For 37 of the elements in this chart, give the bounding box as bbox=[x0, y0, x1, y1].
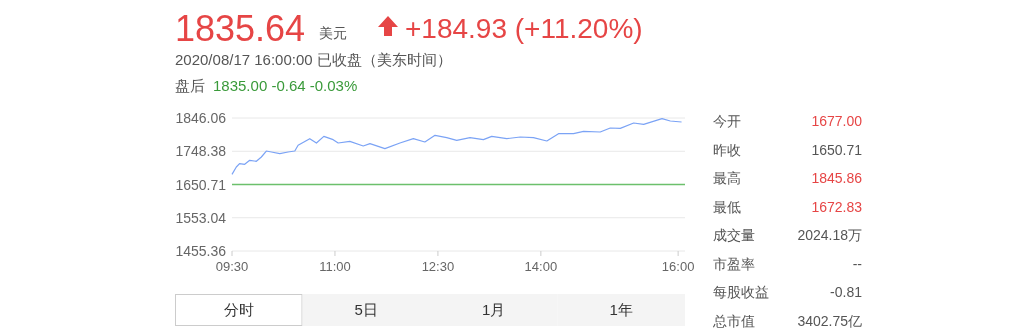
text: 1672.83 bbox=[811, 198, 862, 215]
line-series bbox=[231, 118, 683, 175]
chart-title: 1835.64 bbox=[175, 8, 306, 49]
category-label: 市盈率 bbox=[713, 255, 755, 272]
text: 2020/08/17 16:00:00 已收盘（美东时间） bbox=[175, 51, 452, 68]
text: 3402.75亿 bbox=[797, 312, 862, 329]
category-label: 今开 bbox=[713, 113, 741, 129]
x-tick-label: 09:30 bbox=[215, 259, 249, 274]
text: 1677.00 bbox=[811, 113, 862, 129]
category-label: 最低 bbox=[713, 198, 741, 215]
category-label: 最高 bbox=[713, 170, 741, 186]
category-label: 总市值 bbox=[712, 312, 755, 329]
category-label: 成交量 bbox=[713, 227, 755, 243]
y-tick-label: 1553.04 bbox=[175, 209, 227, 226]
x-tick-label: 11:00 bbox=[319, 259, 351, 274]
text: 5日 bbox=[354, 301, 378, 318]
text: 2024.18万 bbox=[797, 227, 862, 243]
x-tick-label: 12:30 bbox=[421, 259, 455, 274]
category-label: 昨收 bbox=[713, 141, 741, 158]
text: -- bbox=[852, 255, 862, 272]
text: 1835.00 -0.64 -0.03% bbox=[213, 77, 358, 94]
text: 1845.86 bbox=[811, 170, 862, 186]
text: 美元 bbox=[319, 25, 347, 41]
x-tick-label: 14:00 bbox=[524, 259, 558, 274]
text: 1年 bbox=[609, 301, 633, 318]
category-label: 每股收益 bbox=[713, 284, 769, 300]
y-tick-label: 1748.38 bbox=[175, 143, 227, 160]
chart-subtitle: +184.93 (+11.20%) bbox=[405, 13, 643, 44]
text: 盘后 bbox=[175, 77, 205, 94]
x-tick-label: 16:00 bbox=[661, 259, 695, 274]
y-tick-label: 1650.71 bbox=[175, 176, 227, 193]
text: -0.81 bbox=[830, 284, 862, 300]
y-tick-label: 1455.36 bbox=[175, 243, 227, 259]
text: 1650.71 bbox=[811, 141, 862, 158]
y-tick-label: 1846.06 bbox=[175, 110, 227, 126]
text: 1月 bbox=[482, 301, 506, 318]
text: 分时 bbox=[223, 301, 254, 318]
